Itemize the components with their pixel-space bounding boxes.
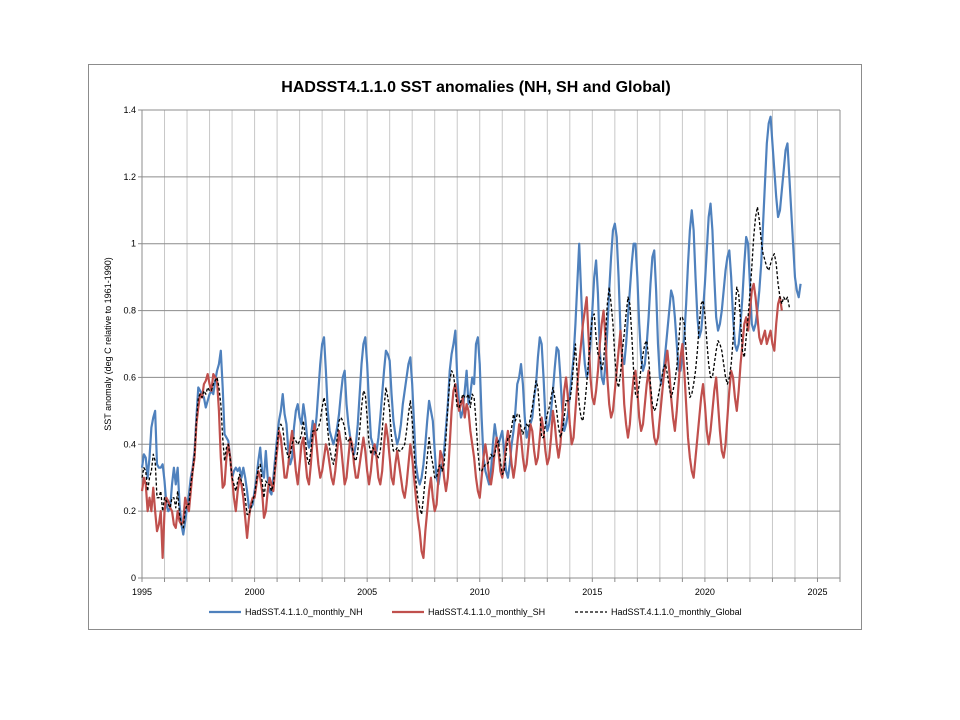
x-tick-label: 2015 [582,587,602,597]
y-tick-label: 0.8 [123,306,136,316]
x-tick-label: 2000 [245,587,265,597]
grid [141,109,841,579]
legend-label: HadSST.4.1.1.0_monthly_NH [245,607,363,617]
chart-area: HADSST4.1.1.0 SST anomalies (NH, SH and … [88,64,862,630]
y-tick-label: 0.2 [123,506,136,516]
x-tick-label: 2010 [470,587,490,597]
y-axis-label: SST anomaly (deg C relative to 1961-1990… [103,257,113,430]
y-tick-label: 1 [131,239,136,249]
plot-area [142,110,840,578]
x-tick-label: 2005 [357,587,377,597]
y-tick-label: 0 [131,573,136,583]
x-axis-ticks: 1995 2000 2005 2010 2015 2020 2025 [132,578,841,597]
x-tick-label: 1995 [132,587,152,597]
y-tick-label: 0.4 [123,439,136,449]
series-group [140,115,802,560]
plot-background [142,110,840,578]
x-tick-label: 2020 [695,587,715,597]
legend: HadSST.4.1.1.0_monthly_NH HadSST.4.1.1.0_… [209,607,742,617]
chart-svg: HADSST4.1.1.0 SST anomalies (NH, SH and … [103,79,841,617]
legend-label: HadSST.4.1.1.0_monthly_SH [428,607,545,617]
series-line-sh [140,282,783,560]
y-tick-label: 1.2 [123,172,136,182]
series-line-global [141,206,790,529]
legend-label: HadSST.4.1.1.0_monthly_Global [611,607,742,617]
y-tick-label: 1.4 [123,105,136,115]
chart-title: HADSST4.1.1.0 SST anomalies (NH, SH and … [281,79,670,96]
y-tick-label: 0.6 [123,372,136,382]
y-axis-ticks: 0 0.2 0.4 0.6 0.8 1 1.2 1.4 [123,105,142,583]
x-tick-label: 2025 [807,587,827,597]
